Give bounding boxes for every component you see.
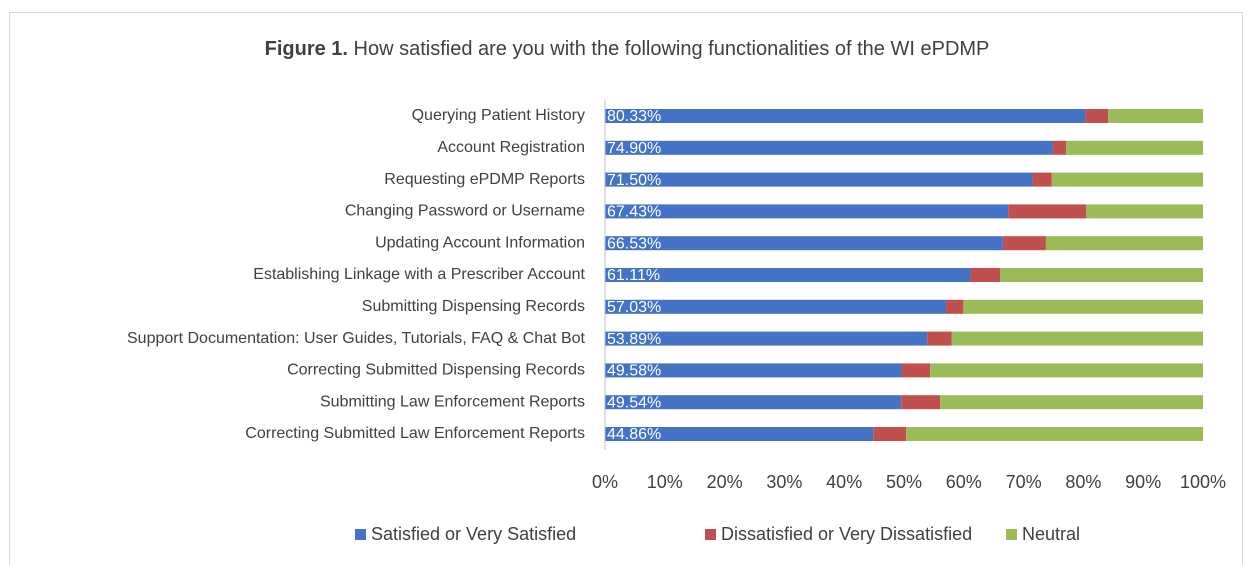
bar-segment [605,395,902,410]
bar-segment [970,268,1001,282]
x-tick-label: 100% [1180,472,1226,492]
data-label: 57.03% [607,299,661,316]
bar-segment [1085,109,1109,123]
x-tick-label: 70% [1006,472,1042,492]
category-label: Requesting ePDMP Reports [384,171,585,188]
x-tick-label: 40% [826,472,862,492]
bar-segment [963,299,1203,314]
x-tick-label: 10% [647,472,683,492]
bar-segment [1108,109,1203,123]
bar-segment [605,299,947,314]
bar-segment [901,363,931,378]
data-label: 80.33% [607,108,661,125]
category-label: Account Registration [437,139,585,156]
x-tick-label: 20% [707,472,743,492]
bar-segment [605,140,1053,155]
category-label: Correcting Submitted Dispensing Records [287,362,585,379]
x-tick-label: 30% [766,472,802,492]
bar-segment [1051,172,1203,187]
bar-segment [940,395,1203,410]
data-label: 67.43% [607,204,661,221]
bar-segment [605,363,902,378]
bar-segment [951,331,1203,346]
data-label: 66.53% [607,235,661,252]
bar-segment [1032,172,1052,187]
data-label: 49.54% [607,394,661,411]
category-label: Submitting Law Enforcement Reports [320,393,585,410]
x-tick-label: 90% [1125,472,1161,492]
data-label: 49.58% [607,363,661,380]
bar-segment [873,427,907,441]
bar-segment [605,427,874,441]
bar-segment [1045,236,1203,251]
bar-segment [1052,140,1067,155]
bar-segment [946,299,964,314]
category-label: Updating Account Information [375,234,585,251]
category-label: Changing Password or Username [345,203,585,220]
category-label: Support Documentation: User Guides, Tuto… [127,330,586,347]
data-label: 44.86% [607,426,661,443]
bar-segment [1085,204,1203,219]
data-label: 71.50% [607,172,661,189]
x-tick-label: 60% [946,472,982,492]
bar-segment [1002,236,1046,251]
legend-swatch [355,529,366,540]
legend-swatch [705,529,716,540]
bar-segment [906,427,1203,441]
bar-segment [927,331,952,346]
bar-segment [605,236,1003,251]
chart-border [9,12,1243,565]
x-tick-label: 80% [1065,472,1101,492]
category-label: Submitting Dispensing Records [362,298,585,315]
legend-label: Satisfied or Very Satisfied [371,524,576,544]
legend-label: Neutral [1022,524,1080,544]
x-tick-label: 50% [886,472,922,492]
bar-segment [901,395,941,410]
legend-label: Dissatisfied or Very Dissatisfied [721,524,972,544]
bar-segment [605,109,1086,123]
bar-segment [605,204,1009,219]
category-label: Querying Patient History [412,107,585,124]
bar-segment [605,268,971,282]
bar-segment [1000,268,1203,282]
data-label: 61.11% [607,267,660,284]
bar-segment [930,363,1203,378]
data-label: 74.90% [607,140,661,157]
x-tick-label: 0% [592,472,618,492]
category-label: Correcting Submitted Law Enforcement Rep… [245,425,585,442]
bar-segment [605,172,1033,187]
category-label: Establishing Linkage with a Prescriber A… [253,266,585,283]
title-text: How satisfied are you with the following… [354,38,990,60]
bar-segment [1008,204,1086,219]
bar-segment [605,331,928,346]
figure-label: Figure 1. [265,38,348,60]
chart-title: Figure 1. How satisfied are you with the… [265,38,990,60]
legend-swatch [1006,529,1017,540]
data-label: 53.89% [607,331,661,348]
bar-segment [1066,140,1203,155]
